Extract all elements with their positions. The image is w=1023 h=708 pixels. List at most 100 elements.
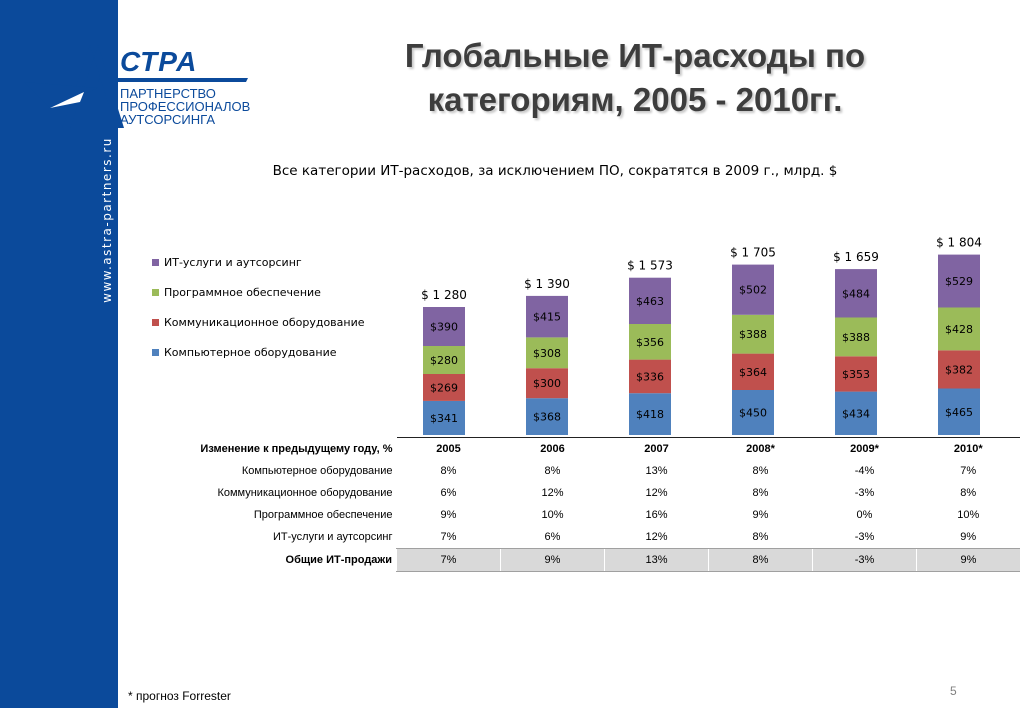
bar-total-label: $ 1 390 — [524, 277, 570, 291]
table-cell: 9% — [440, 509, 457, 521]
legend-swatch-software — [152, 289, 159, 296]
table-header-year: 2009* — [812, 437, 917, 460]
bar-segment-services — [732, 264, 774, 315]
bar-value-label: $364 — [739, 366, 767, 379]
bar-value-label: $336 — [636, 370, 664, 383]
bar-value-label: $353 — [842, 368, 870, 381]
table-header-row: Изменение к предыдущему году, % 2005 200… — [150, 437, 1020, 460]
table-total-cell: 9% — [916, 548, 1020, 572]
bar-segment-software — [835, 317, 877, 357]
footnote: * прогноз Forrester — [128, 689, 231, 703]
bar-value-label: $356 — [636, 336, 664, 349]
table-cell: 9% — [960, 531, 977, 543]
logo-tagline-2: ПРОФЕССИОНАЛОВ — [120, 99, 251, 114]
bar-segment-services — [938, 254, 980, 308]
table-cell: -3% — [854, 531, 875, 543]
table-header-year: 2007 — [604, 437, 709, 460]
table-total-label: Общие ИТ-продажи — [150, 548, 397, 572]
bar-value-label: $418 — [636, 408, 664, 421]
bar-value-label: $484 — [842, 287, 870, 300]
table-cell: 13% — [645, 465, 668, 477]
table-header-year: 2008* — [708, 437, 813, 460]
bar-total-label: $ 1 573 — [627, 259, 673, 273]
table-cell: 8% — [544, 465, 561, 477]
bar-total-label: $ 1 280 — [421, 288, 467, 302]
table-row-label: Коммуникационное оборудование — [217, 487, 393, 499]
logo-tagline-3: АУТСОРСИНГА — [120, 112, 215, 127]
table-total-cell: 7% — [396, 548, 501, 572]
table-cell: 0% — [856, 509, 873, 521]
table-cell: 12% — [645, 531, 668, 543]
bar-segment-computer — [938, 388, 980, 435]
table-cell: 12% — [645, 487, 668, 499]
table-cell: 8% — [752, 465, 769, 477]
bar-total-label: $ 1 659 — [833, 250, 879, 264]
change-table-grid: Изменение к предыдущему году, % 2005 200… — [150, 437, 1020, 572]
page-title-line-1: Глобальные ИТ-расходы по — [404, 37, 866, 74]
bar-segment-computer — [526, 398, 568, 435]
table-row: Коммуникационное оборудование 6% 12% 12%… — [150, 482, 1020, 504]
table-cell: 8% — [960, 487, 977, 499]
page-title: Глобальные ИТ-расходы по категориям, 200… — [330, 34, 940, 122]
bar-value-label: $269 — [430, 381, 458, 394]
sidebar: www.astra-partners.ru — [0, 0, 118, 708]
table-header-year: 2006 — [500, 437, 605, 460]
bar-segment-software — [423, 346, 465, 374]
bar-value-label: $368 — [533, 411, 561, 424]
table-row-label: Программное обеспечение — [253, 509, 393, 521]
table-cell: 16% — [645, 509, 668, 521]
legend-item-software: Программное обеспечение — [152, 286, 321, 299]
bar-value-label: $300 — [533, 377, 561, 390]
table-cell: 12% — [541, 487, 564, 499]
bar-value-label: $390 — [430, 321, 458, 334]
table-cell: 9% — [752, 509, 769, 521]
logo-tagline-1: ПАРТНЕРСТВО — [120, 86, 216, 101]
table-cell: 8% — [752, 531, 769, 543]
table-row: Компьютерное оборудование 8% 8% 13% 8% -… — [150, 460, 1020, 482]
table-cell: 10% — [957, 509, 980, 521]
bar-segment-comm — [835, 356, 877, 392]
legend-swatch-services — [152, 259, 159, 266]
bar-total-label: $ 1 705 — [730, 246, 776, 260]
bar-value-label: $280 — [430, 354, 458, 367]
legend-label-comm: Коммуникационное оборудование — [164, 316, 365, 329]
table-cell: -4% — [854, 465, 875, 477]
legend-label-services: ИТ-услуги и аутсорсинг — [164, 256, 302, 269]
table-total-cell: 9% — [500, 548, 605, 572]
table-cell: 7% — [960, 465, 977, 477]
bar-segment-computer — [423, 400, 465, 435]
bar-segment-software — [938, 307, 980, 351]
bar-value-label: $415 — [533, 311, 561, 324]
legend-item-computer: Компьютерное оборудование — [152, 346, 337, 359]
bar-segment-comm — [938, 350, 980, 389]
bar-value-label: $450 — [739, 407, 767, 420]
bar-value-label: $388 — [842, 331, 870, 344]
table-total-cell: -3% — [812, 548, 917, 572]
table-cell: -3% — [854, 487, 875, 499]
table-row: Программное обеспечение 9% 10% 16% 9% 0%… — [150, 504, 1020, 526]
table-header-label: Изменение к предыдущему году, % — [200, 442, 393, 455]
bar-value-label: $308 — [533, 347, 561, 360]
table-total-cell: 8% — [708, 548, 813, 572]
bar-segment-services — [423, 307, 465, 346]
table-cell: 7% — [440, 531, 457, 543]
table-row-label: Компьютерное оборудование — [241, 465, 393, 477]
bar-total-label: $ 1 804 — [936, 236, 982, 250]
stacked-bar-chart: $341 $269 $280 $390 $ 1 280 $368 $300 $308 $415 $… — [421, 236, 982, 435]
bar-value-label: $529 — [945, 275, 973, 288]
bar-segment-computer — [835, 391, 877, 435]
bar-segment-comm — [732, 353, 774, 390]
table-cell: 6% — [440, 487, 457, 499]
page-number: 5 — [950, 684, 957, 698]
bar-segment-computer — [629, 393, 671, 435]
bar-segment-comm — [629, 359, 671, 394]
table-cell: 6% — [544, 531, 561, 543]
astra-logo: СТРА ПАРТНЕРСТВО ПРОФЕССИОНАЛОВ АУТСОРСИ… — [20, 40, 260, 135]
bar-value-label: $341 — [430, 412, 458, 425]
table-row: ИТ-услуги и аутсорсинг 7% 6% 12% 8% -3% … — [150, 526, 1020, 549]
bar-value-label: $388 — [739, 328, 767, 341]
astra-logo-mark — [24, 45, 248, 128]
table-cell: 8% — [440, 465, 457, 477]
bar-segment-services — [835, 269, 877, 318]
bar-value-label: $465 — [945, 406, 973, 419]
